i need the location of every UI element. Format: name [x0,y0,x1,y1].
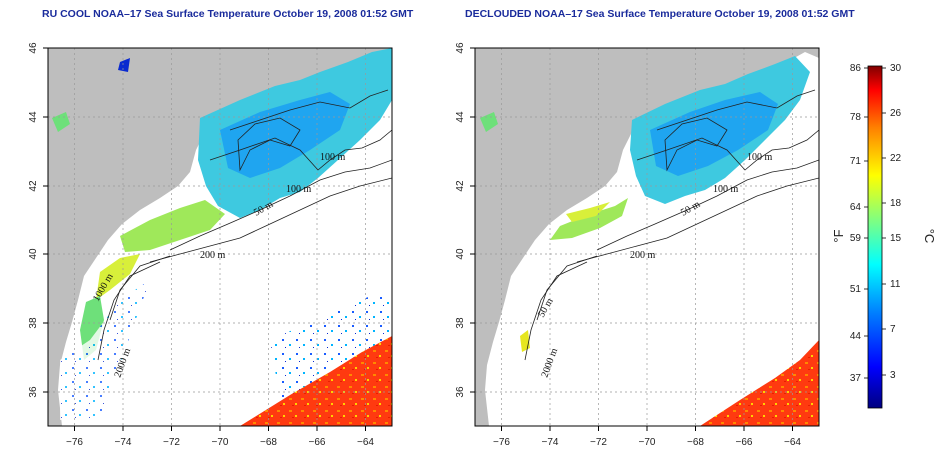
sst-bay-patch [118,58,130,72]
colorbar-c-tick: 26 [890,108,902,119]
sst-shelf-yellow [566,202,610,222]
x-tick-label: −72 [590,437,607,448]
x-tick-label: −70 [639,437,656,448]
colorbar-c-tick: 11 [890,279,901,290]
y-tick-label: 44 [455,111,466,123]
sst-gulf-core [650,92,778,176]
contour-label-200m: 200 m [630,250,656,261]
x-tick-label: −68 [687,437,704,448]
y-tick-label: 42 [28,180,39,192]
bathymetry-contours [97,89,392,361]
colorbar-c-tick: 30 [890,63,902,74]
colorbar-f-tick: 51 [850,284,862,295]
x-tick-label: −68 [260,437,277,448]
x-tick-label: −76 [493,437,510,448]
map-title-raw: RU COOL NOAA–17 Sea Surface Temperature … [42,8,414,20]
land-mass [48,48,392,426]
colorbar-f-tick: 86 [850,63,862,74]
lat-lon-grid [475,48,819,426]
x-tick-label: −66 [309,437,326,448]
map-panel-declouded: 100 m 100 m 50 m 200 m 50 m 2000 m −76 −… [455,42,820,448]
sst-gulf-stream [240,336,392,426]
y-tick-label: 38 [455,317,466,329]
colorbar-f-tick: 37 [850,373,862,384]
x-tick-label: −70 [212,437,229,448]
colorbar-c-tick: 15 [890,233,902,244]
colorbar-unit-fahrenheit: °F [831,229,846,242]
y-tick-label: 36 [455,386,466,398]
x-tick-label: −74 [542,437,559,448]
contour-label-200m: 200 m [200,250,226,261]
colorbar-gradient [867,65,883,409]
sst-shelf-green [120,200,225,252]
lat-lon-grid [48,48,392,426]
x-tick-label: −74 [115,437,132,448]
y-tick-label: 44 [28,111,39,123]
x-tick-label: −76 [66,437,83,448]
bathymetry-contours [524,89,819,361]
y-tick-label: 46 [455,42,466,54]
colorbar-c-tick: 22 [890,153,902,164]
colorbar-f-tick: 59 [850,233,862,244]
contour-label-100m-a: 100 m [747,152,773,163]
y-tick-label: 36 [28,386,39,398]
x-tick-label: −66 [736,437,753,448]
x-tick-label: −64 [784,437,801,448]
y-tick-label: 42 [455,180,466,192]
sst-gulf-stream [700,340,819,426]
land-mass [475,48,819,426]
colorbar: 86 78 71 64 59 51 44 37 30 26 22 18 15 1… [831,63,937,409]
y-tick-label: 46 [28,42,39,54]
sst-lake-patch [52,112,70,132]
y-tick-label: 40 [28,248,39,260]
sst-cloud-speckle [60,280,150,420]
contour-label-100m-b: 100 m [286,184,312,195]
sst-shelf-yellow [96,254,140,300]
colorbar-f-tick: 44 [850,331,862,342]
colorbar-unit-celsius: °C [922,229,937,244]
sst-gulf-core [220,92,350,178]
x-tick-label: −64 [357,437,374,448]
colorbar-f-tick: 78 [850,112,862,123]
y-tick-label: 40 [455,248,466,260]
map-panel-raw: 100 m 100 m 50 m 200 m 1000 m 2000 m −76… [28,42,393,448]
map-title-declouded: DECLOUDED NOAA–17 Sea Surface Temperatur… [465,8,855,20]
colorbar-c-tick: 18 [890,198,902,209]
sst-offshore-blue [270,292,392,400]
contour-label-100m-a: 100 m [320,152,346,163]
y-tick-label: 38 [28,317,39,329]
sst-shelf-green [550,198,628,240]
x-tick-label: −72 [163,437,180,448]
sst-lake-patch [480,112,498,132]
colorbar-c-tick: 7 [890,324,896,335]
contour-label-100m-b: 100 m [713,184,739,195]
colorbar-c-tick: 3 [890,370,896,381]
colorbar-f-tick: 71 [850,156,862,167]
colorbar-f-tick: 64 [850,202,862,213]
